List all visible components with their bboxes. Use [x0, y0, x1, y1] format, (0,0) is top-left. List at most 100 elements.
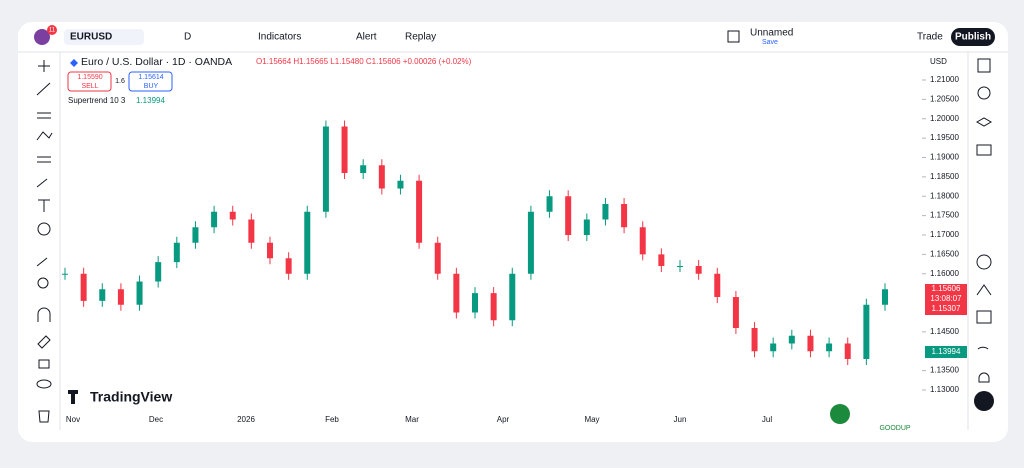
price-tag-value: 1.15606 [932, 284, 961, 293]
sell-price[interactable]: 1.15590 [77, 74, 102, 81]
legend-title: Euro / U.S. Dollar · 1D · OANDA [81, 56, 232, 68]
buy-price[interactable]: 1.15614 [138, 74, 163, 81]
candle [378, 165, 385, 189]
y-tick-label: 1.13000 [930, 385, 959, 394]
left-tools[interactable] [36, 60, 53, 423]
currency: USD [930, 57, 947, 66]
trend-tag [925, 346, 967, 358]
price-tag [925, 284, 967, 315]
candle [229, 211, 236, 220]
candle [658, 254, 665, 266]
x-tick-label: Mar [405, 415, 419, 424]
y-tick-label: 1.18500 [930, 172, 959, 181]
candle [770, 343, 777, 352]
layout-name[interactable]: Unnamed [750, 28, 793, 39]
candle [99, 289, 106, 301]
candle [826, 343, 833, 352]
candle [602, 204, 609, 220]
candle [546, 196, 553, 212]
logo-text: GOODUP [879, 425, 910, 432]
candle [434, 242, 441, 274]
candle [639, 227, 646, 255]
badge [47, 25, 57, 35]
y-tick-label: 1.19500 [930, 133, 959, 142]
candle [322, 126, 329, 212]
candle [695, 266, 702, 274]
sell-button[interactable] [67, 71, 112, 92]
publish[interactable]: Publish [955, 32, 991, 43]
candle [155, 262, 162, 282]
alert[interactable]: Alert [356, 32, 377, 43]
candle [136, 281, 143, 305]
layout-icon [727, 30, 740, 43]
candle [192, 227, 199, 243]
avatar[interactable] [34, 29, 50, 45]
y-tick-label: 1.16500 [930, 249, 959, 258]
sell-label[interactable]: SELL [81, 83, 98, 90]
candle [882, 289, 888, 305]
trade[interactable]: Trade [917, 32, 943, 43]
ohlc: O1.15664 H1.15665 L1.15480 C1.15606 +0.0… [256, 57, 472, 66]
candle [360, 165, 367, 173]
candle [732, 297, 739, 328]
candle [397, 180, 404, 189]
tag2: 1.15307 [932, 304, 961, 313]
candle [807, 335, 814, 352]
candle [211, 211, 218, 228]
symbol-flag [70, 59, 78, 67]
save[interactable]: Save [762, 39, 778, 46]
trend-tag-value: 1.13994 [932, 347, 961, 356]
candle [304, 211, 311, 274]
symbol-box[interactable] [64, 29, 144, 45]
publish-button[interactable] [951, 28, 995, 46]
x-tick-label: Nov [66, 415, 80, 424]
candle [62, 273, 68, 275]
indicator-value: 1.13994 [136, 96, 165, 105]
y-tick-label: 1.17000 [930, 230, 959, 239]
candle [583, 219, 590, 235]
y-tick-label: 1.16000 [930, 269, 959, 278]
x-tick-label: Dec [149, 415, 163, 424]
y-tick-label: 1.19000 [930, 153, 959, 162]
spread: 1.6 [115, 78, 125, 85]
logo-mark [830, 404, 850, 424]
candle [472, 293, 478, 313]
x-tick-label: Apr [497, 415, 510, 424]
indicator: Supertrend 10 3 [68, 96, 126, 105]
indicators[interactable]: Indicators [258, 32, 301, 43]
y-tick-label: 1.18000 [930, 191, 959, 200]
candle [788, 335, 795, 344]
candle [117, 289, 124, 305]
y-tick-label: 1.20500 [930, 94, 959, 103]
y-tick-label: 1.14500 [930, 327, 959, 336]
logo-box [810, 394, 958, 438]
candle [267, 242, 273, 259]
candle [621, 204, 628, 228]
candle [416, 180, 423, 243]
candle [714, 273, 721, 297]
buy-button[interactable] [128, 71, 173, 92]
candle [248, 219, 255, 243]
x-tick-label: Jun [674, 415, 687, 424]
x-tick-label: May [584, 415, 599, 424]
replay[interactable]: Replay [405, 32, 436, 43]
brand: TradingView [90, 389, 172, 405]
y-tick-label: 1.20000 [930, 114, 959, 123]
x-tick-label: 2026 [237, 415, 255, 424]
candle [844, 343, 851, 359]
candle [863, 304, 870, 359]
x-tick-label: Jul [762, 415, 772, 424]
brand-logo [68, 390, 78, 404]
badge-count: 11 [49, 28, 56, 34]
symbol[interactable]: EURUSD [70, 32, 112, 43]
interval[interactable]: D [184, 32, 191, 43]
y-tick-label: 1.13500 [930, 366, 959, 375]
candle [173, 242, 180, 263]
right-tools[interactable] [975, 58, 993, 383]
y-tick-label: 1.17500 [930, 211, 959, 220]
window [18, 22, 1008, 442]
buy-label[interactable]: BUY [144, 83, 159, 90]
apps-button[interactable] [974, 391, 994, 411]
candle [677, 266, 683, 267]
